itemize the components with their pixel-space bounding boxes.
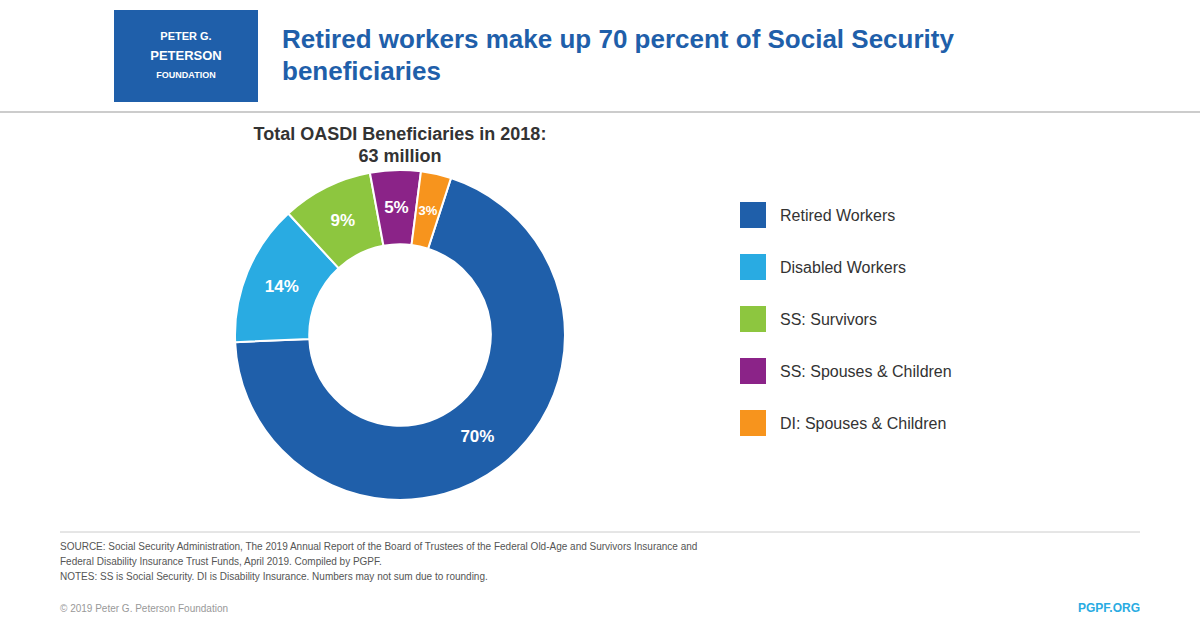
legend-entry: SS: Spouses & Children <box>780 363 952 380</box>
copyright: © 2019 Peter G. Peterson Foundation <box>60 603 228 614</box>
background <box>0 0 1200 629</box>
logo-box <box>114 10 258 102</box>
logo-text: FOUNDATION <box>156 70 215 80</box>
title: Retired workers make up 70 percent of So… <box>282 24 954 86</box>
header-separator <box>0 111 1200 113</box>
slices <box>235 170 565 500</box>
legend-swatch <box>740 306 766 332</box>
legend-entry: Retired Workers <box>780 207 895 224</box>
legend-swatch <box>740 254 766 280</box>
data-label: 14% <box>265 277 299 296</box>
data-label: 3% <box>419 203 438 218</box>
legend-entry: SS: Survivors <box>780 311 877 328</box>
footer-separator <box>60 532 1140 533</box>
source-note: NOTES: SS is Social Security. DI is Disa… <box>60 571 488 582</box>
logo-text: PETERSON <box>150 48 222 63</box>
legend-entry: DI: Spouses & Children <box>780 415 946 432</box>
legend-swatch <box>740 410 766 436</box>
source-note: SOURCE: Social Security Administration, … <box>60 541 697 552</box>
data-label: 5% <box>384 198 409 217</box>
subtitle: Total OASDI Beneficiaries in 2018:63 mil… <box>254 124 547 166</box>
legend-entry: Disabled Workers <box>780 259 906 276</box>
data-labels: 70% 14% 9% 5% 3% <box>265 198 495 447</box>
logo-text: PETER G. <box>160 30 211 42</box>
source-note: Federal Disability Insurance Trust Funds… <box>60 556 382 567</box>
slice <box>288 173 383 268</box>
slice <box>412 171 451 248</box>
data-label: 70% <box>460 427 494 446</box>
data-label: 9% <box>331 211 356 230</box>
chart: PETER G. PETERSON FOUNDATION Retired worker… <box>0 0 1200 629</box>
site-name: PGPF.ORG <box>1078 601 1140 615</box>
legend: Retired Workers Disabled Workers SS: Survi… <box>740 202 952 436</box>
legend-swatch <box>740 358 766 384</box>
legend-swatch <box>740 202 766 228</box>
